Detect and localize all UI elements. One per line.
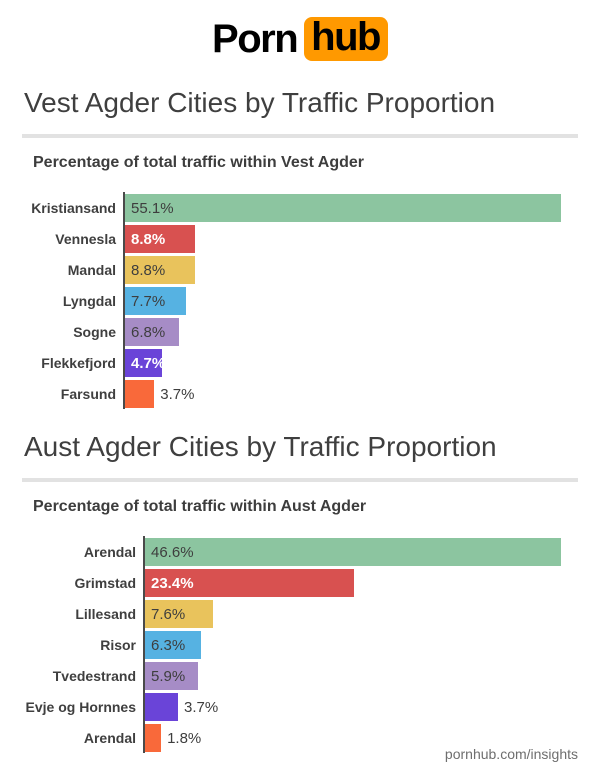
- bar: 46.6%: [145, 538, 561, 566]
- logo-text-hub-badge: hub: [304, 17, 388, 61]
- bar: 5.9%: [145, 662, 198, 690]
- logo-text-porn: Porn: [212, 16, 299, 61]
- bar-chart-vest-agder: Kristiansand 55.1% Vennesla 8.8% Mandal 8.8% L…: [0, 192, 600, 409]
- bar-row: Farsund 3.7%: [22, 380, 561, 408]
- category-label: Vennesla: [55, 231, 116, 247]
- bar: 23.4%: [145, 569, 354, 597]
- chart-title-aust-agder: Aust Agder Cities by Traffic Proportion: [24, 431, 497, 462]
- value-label: 6.8%: [131, 323, 166, 341]
- bar-track: 1.8%: [143, 724, 561, 752]
- bar-track: 46.6%: [143, 538, 561, 566]
- bar-row: Flekkefjord 4.7%: [22, 349, 561, 377]
- category-label: Mandal: [67, 262, 116, 278]
- bar-row: Evje og Hornnes 3.7%: [22, 693, 561, 721]
- category-label: Tvedestrand: [52, 668, 136, 684]
- bar-track: 6.3%: [143, 631, 561, 659]
- value-label: 1.8%: [167, 729, 202, 747]
- chart-section-aust-agder: Aust Agder Cities by Traffic Proportion …: [0, 430, 600, 755]
- category-label: Lyngdal: [62, 293, 116, 309]
- bar: [145, 693, 179, 721]
- value-label: 3.7%: [184, 698, 219, 716]
- bar-row: Mandal 8.8%: [22, 256, 561, 284]
- value-label: 3.7%: [160, 385, 195, 403]
- chart-title-vest-agder: Vest Agder Cities by Traffic Proportion: [24, 87, 496, 118]
- value-label: 8.8%: [131, 230, 166, 248]
- bar: [125, 380, 155, 408]
- category-label: Evje og Hornnes: [25, 699, 136, 715]
- bar: 8.8%: [125, 256, 195, 284]
- bar-row: Tvedestrand 5.9%: [22, 662, 561, 690]
- bar: 55.1%: [125, 194, 561, 222]
- bar-track: 5.9%: [143, 662, 561, 690]
- chart-subtitle-aust-agder: Percentage of total traffic within Aust …: [33, 498, 367, 515]
- bar-track: 23.4%: [143, 569, 561, 597]
- category-label: Arendal: [83, 730, 136, 746]
- category-label: Sogne: [73, 324, 116, 340]
- bar: 6.8%: [125, 318, 179, 346]
- value-label: 23.4%: [151, 574, 194, 592]
- bar-track: 8.8%: [123, 225, 561, 253]
- bar: 4.7%: [125, 349, 166, 377]
- bar-track: 55.1%: [123, 194, 561, 222]
- bar-track: 7.6%: [143, 600, 561, 628]
- y-axis-line: [143, 536, 145, 753]
- bar-track: 8.8%: [123, 256, 561, 284]
- value-label: 5.9%: [151, 667, 186, 685]
- divider-rule: [22, 478, 578, 482]
- bar: 7.6%: [145, 600, 213, 628]
- bar: [145, 724, 162, 752]
- bar-row: Lillesand 7.6%: [22, 600, 561, 628]
- bar: 8.8%: [125, 225, 195, 253]
- bar-row: Sogne 6.8%: [22, 318, 561, 346]
- bar-row: Kristiansand 55.1%: [22, 194, 561, 222]
- chart-subtitle-vest-agder: Percentage of total traffic within Vest …: [33, 154, 365, 171]
- pornhub-logo: Porn hub: [0, 14, 600, 64]
- bar-chart-aust-agder: Arendal 46.6% Grimstad 23.4% Lillesand 7.6% Ri…: [0, 536, 600, 753]
- value-label: 7.7%: [131, 292, 166, 310]
- bar-row: Arendal 46.6%: [22, 538, 561, 566]
- value-label: 7.6%: [151, 605, 186, 623]
- value-label: 46.6%: [151, 543, 194, 561]
- value-label: 55.1%: [131, 199, 174, 217]
- chart-section-vest-agder: Vest Agder Cities by Traffic Proportion …: [0, 86, 600, 411]
- bar: 6.3%: [145, 631, 202, 659]
- value-label: 4.7%: [131, 354, 166, 372]
- bar-row: Vennesla 8.8%: [22, 225, 561, 253]
- category-label: Lillesand: [75, 606, 136, 622]
- bar-track: 3.7%: [123, 380, 561, 408]
- bar-track: 3.7%: [143, 693, 561, 721]
- category-label: Farsund: [60, 386, 116, 402]
- category-label: Arendal: [83, 544, 136, 560]
- bar: 7.7%: [125, 287, 186, 315]
- value-label: 6.3%: [151, 636, 186, 654]
- category-label: Grimstad: [74, 575, 136, 591]
- bar-track: 6.8%: [123, 318, 561, 346]
- bar-row: Arendal 1.8%: [22, 724, 561, 752]
- value-label: 8.8%: [131, 261, 166, 279]
- category-label: Flekkefjord: [41, 355, 116, 371]
- category-label: Kristiansand: [31, 200, 116, 216]
- bar-row: Risor 6.3%: [22, 631, 561, 659]
- bar-row: Lyngdal 7.7%: [22, 287, 561, 315]
- bar-row: Grimstad 23.4%: [22, 569, 561, 597]
- bar-track: 4.7%: [123, 349, 561, 377]
- footer-credit: pornhub.com/insights: [444, 746, 578, 762]
- bar-track: 7.7%: [123, 287, 561, 315]
- category-label: Risor: [100, 637, 136, 653]
- y-axis-line: [123, 192, 125, 409]
- divider-rule: [22, 134, 578, 138]
